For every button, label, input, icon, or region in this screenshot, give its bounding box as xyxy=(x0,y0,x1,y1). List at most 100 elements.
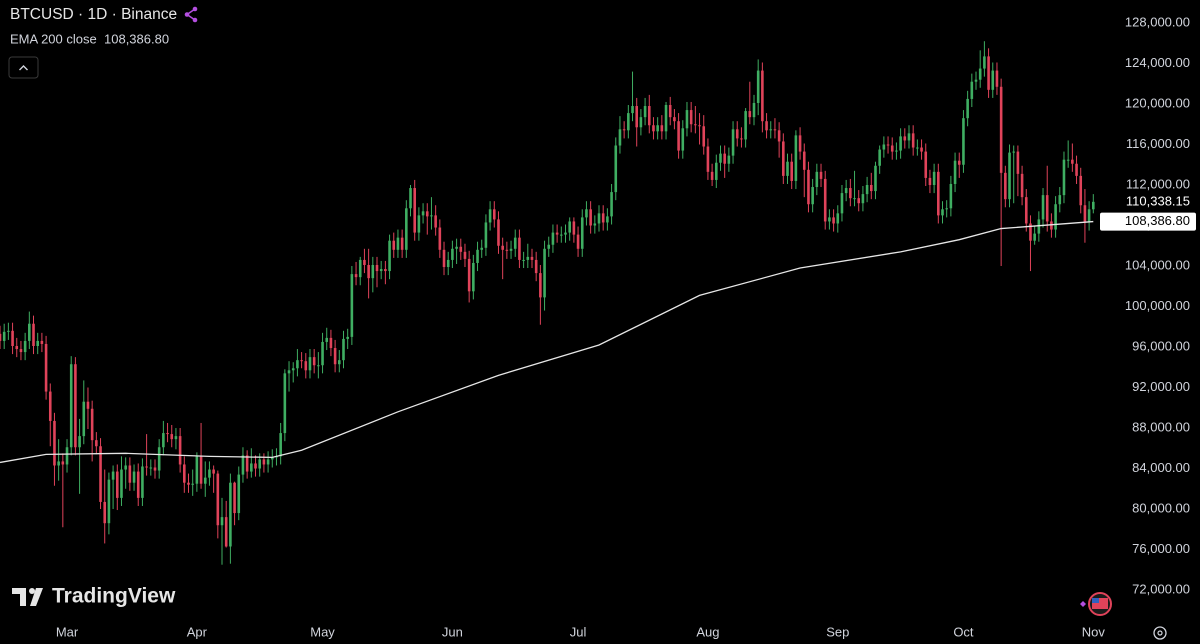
candle-body xyxy=(1020,173,1024,198)
candle-body xyxy=(798,135,802,152)
candle-body xyxy=(890,145,894,152)
candle-body xyxy=(673,117,676,122)
candle-body xyxy=(1016,151,1020,174)
ema-price-label: 108,386.80 xyxy=(1125,213,1190,228)
x-tick-label: Aug xyxy=(696,624,719,639)
candle-body xyxy=(807,169,810,205)
candle-body xyxy=(924,151,928,178)
candle-body xyxy=(677,121,680,151)
candle-body xyxy=(928,177,932,185)
candle-body xyxy=(748,111,752,118)
candle-body xyxy=(689,110,693,125)
candle-body xyxy=(65,447,69,465)
candle-body xyxy=(1041,195,1045,220)
candle-body xyxy=(857,198,861,204)
candle-body xyxy=(329,337,333,349)
candle-body xyxy=(48,391,52,421)
candle-body xyxy=(53,420,56,466)
candle-body xyxy=(983,56,986,69)
candle-body xyxy=(555,232,559,235)
candle-body xyxy=(421,211,425,216)
candle-body xyxy=(367,264,370,279)
candle-body xyxy=(685,110,689,129)
candle-body xyxy=(840,193,844,214)
candle-body xyxy=(162,433,165,448)
candle-body xyxy=(869,184,873,192)
candle-body xyxy=(953,160,957,184)
candle-body xyxy=(61,461,65,465)
candle-body xyxy=(120,469,123,498)
candle-body xyxy=(254,463,257,469)
candle-body xyxy=(999,86,1003,173)
candle-body xyxy=(350,274,354,337)
candle-body xyxy=(1083,205,1087,223)
candle-body xyxy=(794,135,798,181)
candle-body xyxy=(317,365,320,367)
candle-body xyxy=(229,482,232,547)
candle-body xyxy=(614,145,618,193)
candle-body xyxy=(564,232,567,235)
candle-body xyxy=(291,368,295,371)
candle-body xyxy=(899,136,902,151)
candle-body xyxy=(911,133,915,148)
candle-body xyxy=(1008,152,1011,200)
candle-body xyxy=(270,457,274,460)
y-tick-label: 100,000.00 xyxy=(1125,298,1190,313)
candle-body xyxy=(82,401,86,437)
candle-body xyxy=(962,118,965,165)
candle-body xyxy=(250,463,253,472)
candle-body xyxy=(694,124,697,126)
candle-body xyxy=(576,234,580,249)
candle-body xyxy=(132,471,136,483)
candle-body xyxy=(832,217,835,224)
candle-body xyxy=(463,251,467,259)
candle-body xyxy=(1024,197,1028,224)
candle-body xyxy=(941,209,944,216)
candle-body xyxy=(451,248,454,260)
candle-body xyxy=(522,259,525,261)
candle-body xyxy=(425,211,429,217)
candle-body xyxy=(761,70,764,122)
candle-body xyxy=(446,259,450,268)
candle-body xyxy=(660,125,664,132)
candle-body xyxy=(987,56,990,90)
candle-body xyxy=(187,482,190,485)
candle-body xyxy=(639,117,643,128)
candle-body xyxy=(664,105,668,132)
candle-body xyxy=(744,111,747,140)
candle-body xyxy=(828,217,831,222)
candle-body xyxy=(266,459,270,465)
candle-body xyxy=(90,408,94,441)
candle-body xyxy=(715,162,718,180)
candle-body xyxy=(438,227,442,250)
candle-body xyxy=(920,147,923,152)
candle-body xyxy=(115,471,119,498)
candle-body xyxy=(74,364,77,448)
candle-body xyxy=(442,249,446,268)
candle-body xyxy=(974,79,978,82)
candle-body xyxy=(534,259,538,274)
y-tick-label: 76,000.00 xyxy=(1132,541,1190,556)
settings-button[interactable] xyxy=(1153,626,1167,640)
candle-body xyxy=(476,249,479,263)
candle-body xyxy=(346,336,349,339)
candle-body xyxy=(652,125,655,132)
candle-body xyxy=(216,473,220,526)
candle-body xyxy=(589,209,592,226)
candle-body xyxy=(1071,159,1074,164)
candle-body xyxy=(497,219,500,246)
candle-body xyxy=(957,160,961,165)
ema-line xyxy=(0,220,1094,464)
candle-body xyxy=(157,447,161,471)
candle-body xyxy=(1029,223,1032,241)
collapse-button[interactable] xyxy=(8,56,39,79)
candle-body xyxy=(526,256,530,260)
candle-body xyxy=(765,121,768,131)
candle-body xyxy=(141,466,144,498)
candle-body xyxy=(224,517,228,547)
candle-body xyxy=(865,184,869,195)
indicator-value: 108,386.80 xyxy=(104,31,169,46)
candle-body xyxy=(178,436,182,465)
